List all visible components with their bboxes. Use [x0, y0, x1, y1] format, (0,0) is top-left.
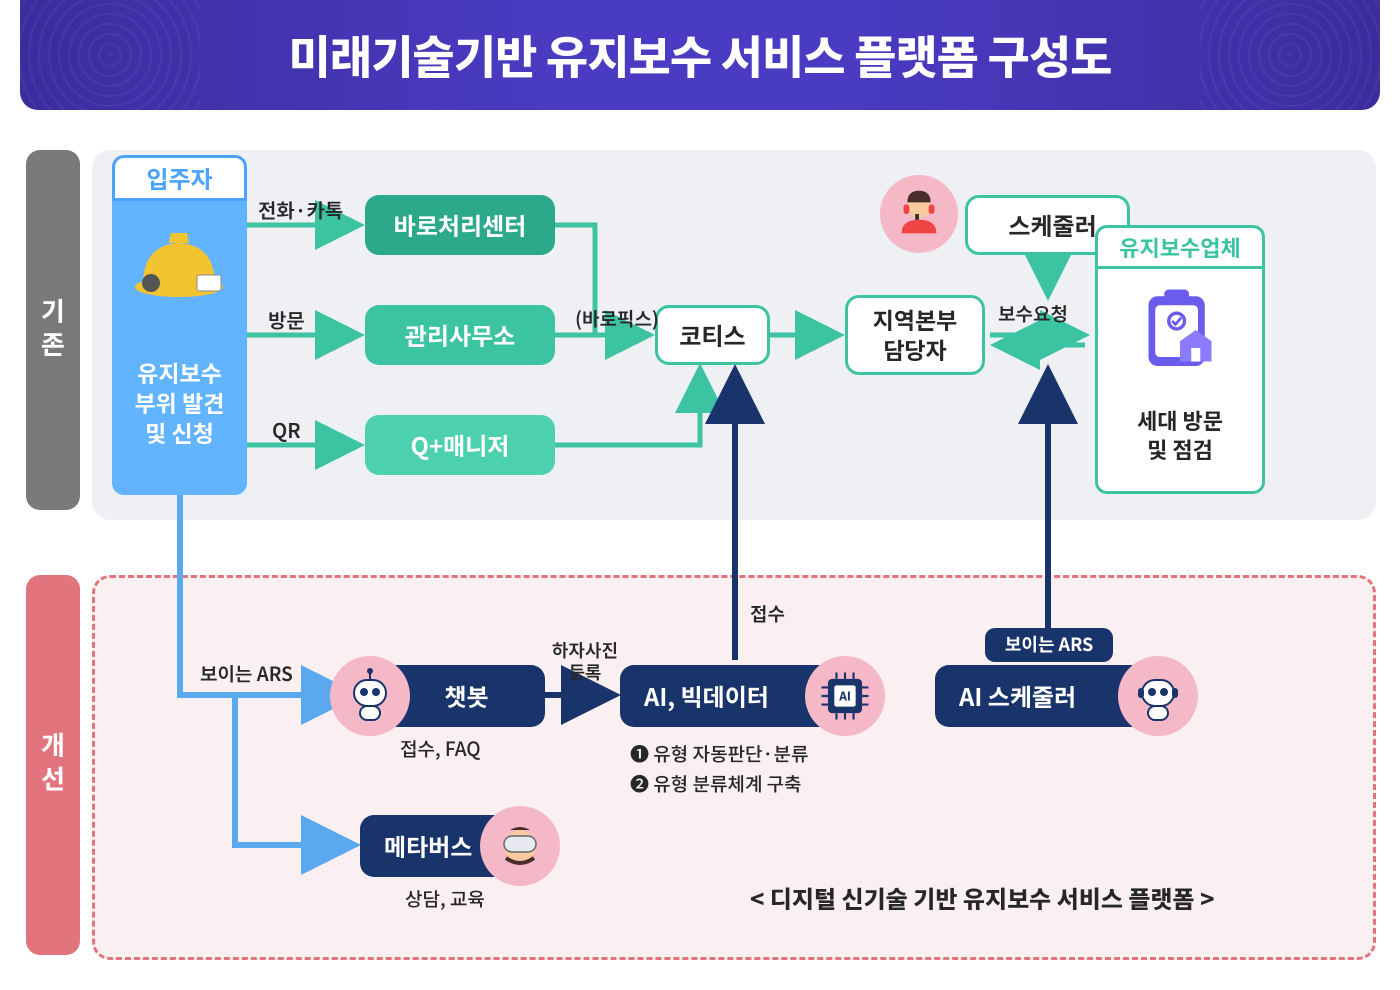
visible-ars-pill: 보이는 ARS [985, 628, 1113, 662]
support-agent-icon [880, 175, 958, 253]
ai-chip-icon: AI [805, 656, 885, 736]
region-manager: 지역본부 담당자 [845, 295, 985, 375]
tab-existing: 기존 [26, 150, 80, 510]
vr-person-icon [480, 806, 560, 886]
title-banner: 미래기술기반 유지보수 서비스 플랫폼 구성도 [20, 0, 1380, 110]
page-title: 미래기술기반 유지보수 서비스 플랫폼 구성도 [288, 22, 1111, 88]
robot-icon-2 [1118, 656, 1198, 736]
label-visit: 방문 [268, 305, 305, 334]
tab-improve: 개선 [26, 575, 80, 955]
label-baropix: (바로픽스) [575, 305, 659, 332]
sub-auto-classify: ❶ 유형 자동판단·분류 [630, 740, 808, 767]
helmet-icon [128, 225, 230, 305]
platform-title: < 디지털 신기술 기반 유지보수 서비스 플랫폼 > [750, 880, 1215, 915]
label-receipt: 접수 [750, 600, 785, 627]
label-defect-photo: 하자사진 등록 [545, 640, 625, 683]
clipboard-house-icon [1135, 285, 1225, 375]
label-repair: 보수요청 [998, 300, 1068, 327]
cotis: 코티스 [655, 305, 770, 365]
resident-header: 입주자 [112, 155, 247, 201]
robot-icon [330, 656, 410, 736]
center-office: 관리사무소 [365, 305, 555, 365]
label-phone: 전화·카톡 [258, 195, 343, 224]
label-consult: 상담, 교육 [405, 885, 485, 912]
label-visible-ars: 보이는 ARS [200, 660, 293, 687]
label-receipt-faq: 접수, FAQ [400, 735, 481, 762]
center-qmanager: Q+매니저 [365, 415, 555, 475]
company-header: 유지보수업체 [1095, 225, 1265, 269]
label-qr: QR [272, 415, 301, 444]
sub-classify-system: ❷ 유형 분류체계 구축 [630, 770, 802, 797]
center-direct: 바로처리센터 [365, 195, 555, 255]
svg-text:AI: AI [838, 687, 851, 704]
